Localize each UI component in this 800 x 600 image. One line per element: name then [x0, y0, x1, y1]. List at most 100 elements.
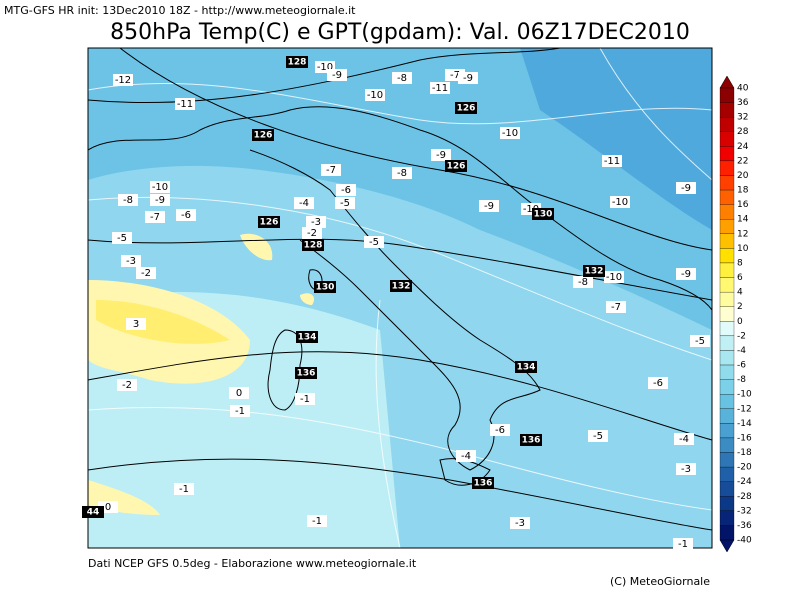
map-labels: -12-11-10-9 -8-10-11-7 -9-10-9-8-7-6-5-10-…: [82, 56, 710, 550]
temperature-label-box: [117, 379, 137, 391]
height-label: 132: [585, 267, 604, 277]
colorbar-swatch: [719, 466, 735, 482]
colorbar-swatch: [719, 437, 735, 453]
colorbar-label: 32: [737, 113, 748, 123]
title: 850hPa Temp(C) e GPT(gpdam): Val. 06Z17D…: [110, 20, 690, 45]
colorbar-label: 6: [737, 273, 743, 283]
height-label-box: [286, 56, 308, 68]
colorbar-swatch: [719, 117, 735, 132]
colorbar-label: 0: [737, 317, 743, 327]
colorbar-label: -16: [737, 433, 752, 443]
colorbar-label: 28: [737, 127, 749, 137]
height-label: 126: [457, 104, 476, 114]
colorbar-swatch: [719, 306, 735, 322]
temperature-label: -1: [300, 394, 310, 405]
colorbar-swatch: [719, 452, 735, 468]
temperature-label-box: [294, 197, 314, 209]
colorbar-label: 4: [737, 288, 743, 298]
temperature-label-box: [430, 82, 450, 94]
temperature-label: -2: [307, 228, 317, 239]
temperature-label: -9: [681, 183, 691, 194]
colorbar-swatch: [719, 408, 735, 424]
colorbar-label: 16: [737, 200, 749, 210]
temperature-label: -6: [495, 425, 505, 436]
temperature-label: -5: [695, 336, 705, 347]
colorbar-swatch: [719, 423, 735, 439]
temperature-label-box: [676, 182, 696, 194]
temperature-label: -4: [461, 451, 471, 462]
colorbar-swatch: [719, 379, 735, 395]
temperature-label-box: [392, 72, 412, 84]
colorbar-swatch: [719, 525, 735, 541]
temperature-label: -8: [578, 277, 588, 288]
temperature-label-box: [479, 200, 499, 212]
temperature-label: -6: [653, 378, 663, 389]
temperature-label: -8: [123, 195, 133, 206]
temperature-label: -11: [432, 83, 448, 94]
colorbar-swatch: [719, 335, 735, 351]
temperature-label-box: [229, 387, 249, 399]
colorbar: 40363228242220181614121086420-2-4-6-8-10…: [719, 75, 752, 553]
temperature-label-box: [150, 194, 170, 206]
height-label-box: [258, 216, 280, 228]
height-label: 130: [316, 283, 335, 293]
temperature-label-box: [230, 405, 250, 417]
colorbar-swatch: [719, 350, 735, 366]
colorbar-swatch: [719, 394, 735, 409]
temperature-label-box: [327, 69, 347, 81]
colorbar-swatch: [719, 131, 735, 147]
temperature-label-box: [176, 209, 196, 221]
colorbar-label: 8: [737, 258, 743, 268]
colorbar-label: 24: [737, 142, 749, 152]
colorbar-swatch: [719, 481, 735, 497]
temperature-label-box: [295, 393, 315, 405]
temperature-label-box: [648, 377, 668, 389]
temperature-label-box: [610, 196, 630, 208]
height-label-box: [82, 506, 104, 518]
temperature-label: -1: [312, 516, 322, 527]
colorbar-swatch: [719, 189, 735, 205]
colorbar-swatch: [719, 204, 735, 220]
height-label-box: [390, 280, 412, 292]
temperature-label: -8: [397, 73, 407, 84]
temperature-label: -5: [369, 237, 379, 248]
height-label: 126: [447, 162, 466, 172]
height-label: 126: [260, 218, 279, 228]
height-label: 134: [517, 363, 536, 373]
temperature-label: -3: [681, 464, 691, 475]
temperature-label-box: [573, 276, 593, 288]
temperature-label: -2: [141, 268, 151, 279]
height-label-box: [520, 434, 542, 446]
temperature-label: -3: [126, 256, 136, 267]
height-label: 126: [254, 131, 273, 141]
colorbar-label: 14: [737, 215, 749, 225]
temperature-label: -12: [115, 75, 131, 86]
temperature-label-box: [510, 517, 530, 529]
temperature-label-box: [121, 255, 141, 267]
temperature-label: -4: [679, 434, 689, 445]
temperature-label: -11: [177, 99, 193, 110]
temperature-label-box: [150, 181, 170, 193]
temperature-label-box: [431, 149, 451, 161]
colorbar-swatch: [719, 219, 735, 234]
colorbar-label: -8: [737, 375, 746, 385]
temperature-label-box: [175, 98, 195, 110]
colorbar-arrow: [719, 539, 735, 553]
temperature-label: -9: [484, 201, 494, 212]
temperature-label-box: [690, 335, 710, 347]
colorbar-label: -14: [737, 419, 752, 429]
colorbar-swatch: [719, 277, 735, 293]
temperature-label-box: [145, 211, 165, 223]
temperature-label-box: [456, 450, 476, 462]
temperature-label: -7: [150, 212, 160, 223]
map-frame: [87, 47, 713, 549]
temperature-label: -6: [341, 185, 351, 196]
temperature-label: -9: [681, 269, 691, 280]
temperature-label: -7: [611, 302, 621, 313]
height-label: 128: [304, 241, 323, 251]
colorbar-label: -24: [737, 477, 752, 487]
colorbar-label: -12: [737, 404, 752, 414]
height-label-box: [295, 367, 317, 379]
temperature-label: -10: [606, 272, 622, 283]
temperature-label-box: [126, 318, 146, 330]
